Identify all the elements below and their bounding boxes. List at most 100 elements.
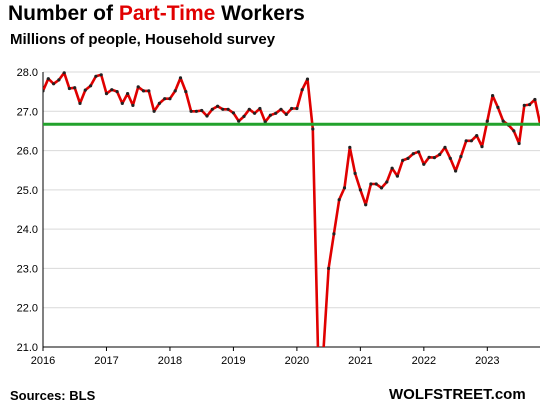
data-point [385, 180, 389, 184]
data-point [141, 89, 146, 93]
data-point [353, 171, 357, 175]
data-point [173, 89, 177, 93]
data-point [464, 139, 468, 143]
x-tick-label: 2016 [31, 355, 55, 367]
data-point [152, 109, 156, 113]
data-point [157, 101, 161, 105]
y-tick-label: 27.0 [17, 106, 38, 118]
source-note: Sources: BLS [10, 388, 96, 403]
y-tick-label: 23.0 [17, 263, 38, 275]
title-part-1: Number of [8, 2, 119, 25]
y-tick-label: 21.0 [17, 342, 38, 354]
data-point [528, 103, 532, 107]
gridlines [43, 71, 540, 348]
data-point [290, 106, 294, 111]
data-point [395, 174, 399, 178]
data-point [475, 134, 479, 138]
data-point [247, 107, 251, 111]
data-point [327, 266, 331, 270]
data-point [480, 145, 484, 149]
data-point [501, 119, 505, 123]
data-point [427, 155, 431, 159]
x-tick-label: 2018 [158, 355, 182, 367]
data-point [512, 129, 516, 133]
data-point [83, 88, 87, 92]
y-tick-label: 26.0 [17, 146, 38, 158]
data-point [268, 113, 272, 117]
data-point [342, 186, 347, 190]
y-tick-label: 25.0 [17, 185, 38, 197]
data-point [443, 145, 447, 149]
data-point [337, 198, 341, 202]
x-tick-label: 2020 [285, 355, 309, 367]
data-point [358, 188, 362, 192]
y-tick-label: 24.0 [17, 224, 38, 236]
data-point [422, 162, 426, 166]
data-point [411, 152, 415, 156]
data-point [369, 182, 373, 186]
data-point [438, 152, 442, 157]
data-point [253, 111, 257, 115]
x-tick-label: 2019 [221, 355, 245, 367]
data-point [52, 82, 56, 86]
data-point [417, 150, 421, 154]
data-point [274, 111, 278, 115]
chart-title: Number of Part-Time Workers [8, 2, 305, 26]
y-tick-label: 28.0 [17, 67, 38, 79]
data-point [62, 71, 66, 75]
data-point [231, 111, 235, 115]
axes [42, 72, 540, 351]
data-point [284, 112, 288, 116]
data-point [67, 86, 71, 91]
data-point [279, 107, 283, 111]
x-tick-label: 2017 [94, 355, 118, 367]
data-point [432, 156, 436, 160]
chart-subtitle: Millions of people, Household survey [10, 31, 276, 48]
data-point [305, 77, 310, 81]
data-point [168, 97, 172, 101]
series-layer [43, 71, 540, 356]
data-point [379, 186, 384, 190]
x-tick-label: 2023 [475, 355, 499, 367]
data-point [57, 78, 61, 82]
data-point [533, 97, 537, 102]
data-point [94, 74, 98, 78]
data-point [216, 104, 220, 108]
data-point [205, 114, 209, 118]
title-part-2: Workers [215, 2, 305, 25]
data-point [99, 73, 103, 77]
data-point [78, 101, 82, 105]
data-point [237, 119, 241, 123]
data-point [454, 169, 458, 173]
data-point [522, 103, 526, 107]
data-point [136, 85, 140, 89]
data-point [194, 109, 198, 113]
data-point [226, 107, 230, 111]
data-point [242, 114, 246, 118]
data-point [469, 139, 473, 143]
data-point [163, 97, 167, 101]
data-point [295, 106, 299, 111]
data-point [115, 90, 119, 94]
data-point [390, 166, 394, 170]
data-point [491, 94, 495, 98]
data-point [221, 107, 225, 111]
data-point [184, 90, 188, 94]
y-tick-label: 22.0 [17, 303, 38, 315]
data-point [73, 86, 77, 90]
data-point [448, 156, 452, 160]
title-highlight: Part-Time [118, 2, 216, 25]
brand-logo-text: WOLFSTREET.com [389, 386, 526, 403]
data-point [485, 119, 489, 123]
x-tick-label: 2021 [348, 355, 372, 367]
data-point [258, 106, 262, 111]
data-point [364, 203, 368, 207]
data-point [178, 76, 183, 80]
x-tick-labels: 2016 2017 2018 2019 2020 2021 2022 2023 [31, 355, 500, 367]
data-point [496, 105, 500, 109]
data-point [43, 89, 45, 93]
data-point [317, 353, 320, 356]
data-point [46, 77, 50, 81]
x-tick-label: 2022 [412, 355, 436, 367]
